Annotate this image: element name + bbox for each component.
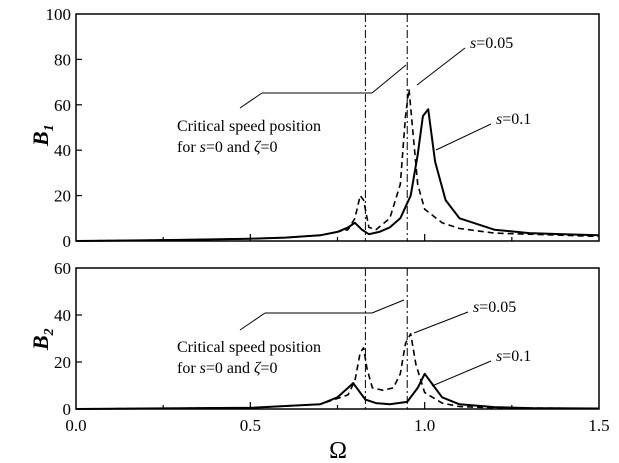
- panel-b1-annot-critical-mid: =0 and: [206, 139, 254, 156]
- panel-b1-annot-critical-var1: s: [200, 139, 206, 156]
- panel-b2-ylabel-main: B: [28, 335, 53, 351]
- panel-b2-yticks: 0 20 40 60: [54, 259, 82, 419]
- panel-b2-xtick-label: 0.5: [240, 416, 261, 435]
- panel-b2-series: [75, 333, 600, 410]
- panel-b1-annot-s01-text: =0.1: [502, 111, 531, 128]
- panel-b1-annot-s005-text: =0.05: [476, 35, 513, 52]
- panel-b2-ytick-label: 0: [63, 400, 72, 419]
- panel-b2-annot-s005-text: =0.05: [479, 299, 516, 316]
- panel-b1-annot-s01-var: s: [496, 111, 502, 128]
- panel-b2-annot-critical-mid: =0 and: [206, 360, 254, 377]
- panel-b1-annot-critical-leader-b: [239, 92, 263, 109]
- panel-b2-ylabel-sub: 2: [42, 328, 57, 336]
- panel-b1-annot-critical-line2: for s=0 and ζ=0: [177, 139, 278, 156]
- panel-b2-annot-s005-leader: [413, 311, 469, 334]
- panel-b1-series: [75, 88, 600, 242]
- panel-b2-annot-critical-suffix: =0: [261, 360, 278, 377]
- panel-b2-annot-s01-text: =0.1: [502, 348, 531, 365]
- panel-b1-ylabel: B1: [28, 124, 57, 147]
- panel-b2-annot-s005-var: s: [473, 299, 479, 316]
- panel-b2-xticks: 0.0 0.5 1.0 1.5: [65, 402, 610, 435]
- panel-b1-ytick-label: 0: [63, 232, 72, 251]
- panel-b1-ytick-label: 60: [54, 96, 71, 115]
- panel-b2-annot-critical-prefix: for: [177, 360, 200, 377]
- panel-b2-annot-critical-var2: ζ: [254, 360, 262, 377]
- panel-b1-annot-critical-suffix: =0: [261, 139, 278, 156]
- panel-b2-series-s005-line: [75, 333, 600, 410]
- panel-b2-ytick-label: 40: [54, 306, 71, 325]
- panel-b2-ytick-label: 60: [54, 259, 71, 278]
- panel-b2-xtick-label: 1.0: [414, 416, 435, 435]
- panel-b1-ylabel-main: B: [28, 131, 53, 147]
- panel-b2-annot-critical-leader-b: [239, 312, 266, 331]
- panel-b1-annot-critical-leader-a: [371, 64, 407, 94]
- panel-b1-ytick-label: 80: [54, 50, 71, 69]
- panel-b2-annot-s01-leader: [431, 360, 492, 387]
- panel-b1-ytick-label: 100: [46, 5, 72, 24]
- panel-b1-yticks: 0 20 40 60 80 100: [46, 5, 82, 251]
- panel-b2-series-s01-line: [75, 372, 600, 410]
- panel-b2-annot-critical-line2: for s=0 and ζ=0: [177, 360, 278, 377]
- panel-b1-critical-lines: [364, 14, 408, 241]
- panel-b2-annot-s01-var: s: [496, 348, 502, 365]
- panel-b1-annot-s01-leader: [435, 123, 492, 151]
- panel-b1-annot-s005: s=0.05: [470, 35, 513, 52]
- panel-b2-frame: [75, 267, 600, 410]
- panel-b2-xtick-label: 0.0: [65, 416, 86, 435]
- panel-b1-annot-critical-prefix: for: [177, 139, 200, 156]
- panel-b1-annot-s005-var: s: [470, 35, 476, 52]
- panel-b1-annot-s005-leader: [416, 47, 466, 86]
- panel-b2-ylabel: B2: [28, 328, 57, 351]
- panel-b2-xtick-label: 1.5: [588, 416, 609, 435]
- panel-b1-annot-critical-var2: ζ: [254, 139, 262, 156]
- panel-b1-annot-critical-line1: Critical speed position: [177, 118, 321, 135]
- panel-b1-annot-s01: s=0.1: [496, 111, 531, 128]
- panel-b1-ytick-label: 20: [54, 187, 71, 206]
- panel-b2-annot-critical-leader-a: [371, 299, 405, 314]
- panel-b1-series-s01-line: [75, 108, 600, 242]
- panel-b1-ylabel-sub: 1: [42, 124, 57, 131]
- panel-b2-annot-s005: s=0.05: [473, 299, 516, 316]
- panel-b2-annot-critical-line1: Critical speed position: [177, 339, 321, 356]
- panel-b2-annot-s01: s=0.1: [496, 348, 531, 365]
- panel-b2-ytick-label: 20: [54, 353, 71, 372]
- panel-b2-xlabel: Ω: [329, 438, 347, 463]
- panel-b2-critical-lines: [364, 268, 408, 409]
- panel-b1-series-s005-line: [75, 88, 600, 242]
- panel-b2-annot-critical-var1: s: [200, 360, 206, 377]
- panel-b1-ytick-label: 40: [54, 141, 71, 160]
- panel-b1-xticks: [162, 234, 513, 241]
